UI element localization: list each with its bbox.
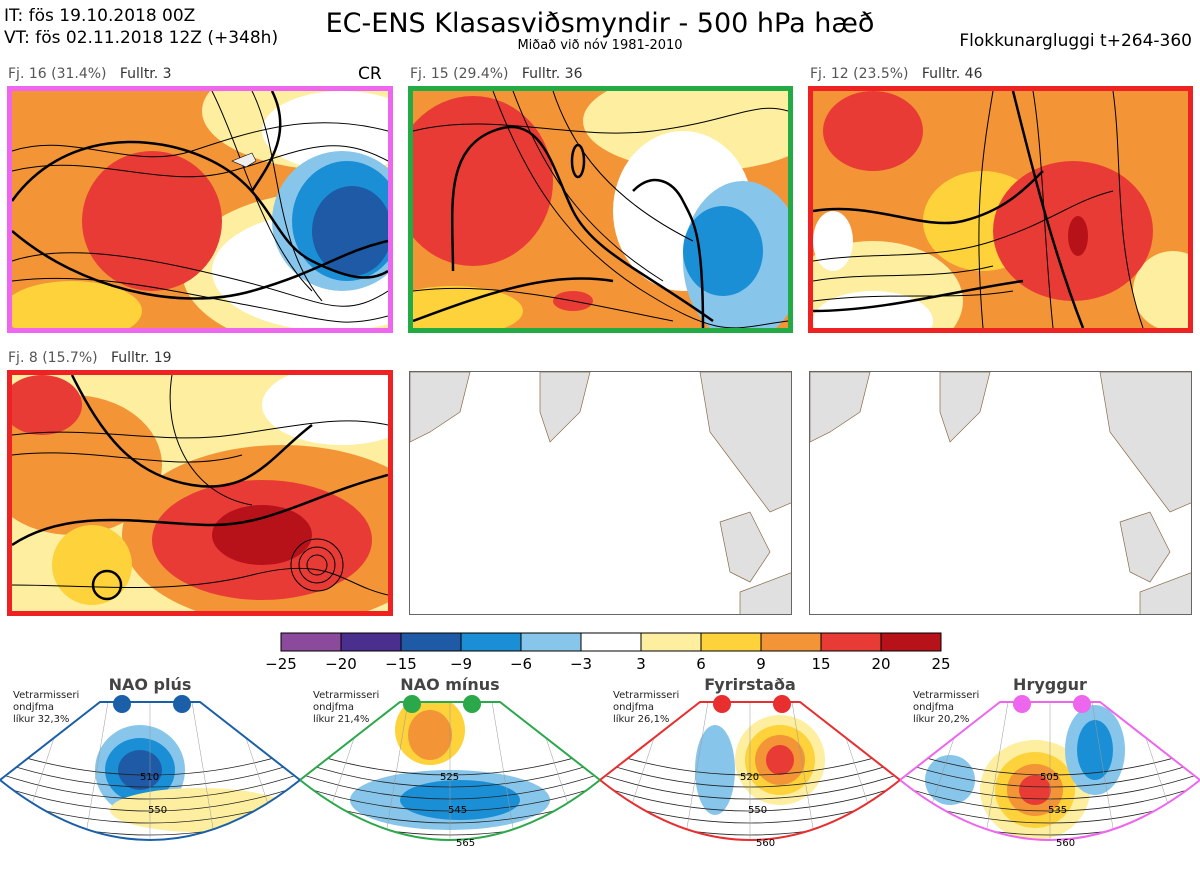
valid-time: VT: fös 02.11.2018 12Z (+348h) bbox=[4, 28, 279, 48]
contour-label: 535 bbox=[1048, 805, 1067, 816]
colorbar-swatch bbox=[520, 632, 582, 652]
regime-marker bbox=[173, 695, 191, 713]
colorbar-swatch bbox=[280, 632, 342, 652]
regime-note: Vetrarmisseri ondjfma líkur 20,2% bbox=[913, 690, 980, 725]
regime-marker bbox=[1013, 695, 1031, 713]
cluster-map-2 bbox=[408, 86, 793, 333]
colorbar-tick-label: −25 bbox=[265, 655, 297, 673]
regime-marker bbox=[403, 695, 421, 713]
contour-label: 545 bbox=[448, 805, 467, 816]
regime-marker bbox=[773, 695, 791, 713]
regime-name: NAO mínus bbox=[400, 675, 500, 694]
cluster-map-2-graphic bbox=[413, 91, 788, 328]
colorbar-swatch bbox=[460, 632, 522, 652]
panel-4-title: Fj. 8 (15.7%) Fulltr. 19 bbox=[8, 350, 172, 366]
colorbar-swatch bbox=[820, 632, 882, 652]
contour-label: 560 bbox=[756, 838, 775, 849]
panel-1-label: Fj. 16 (31.4%) bbox=[8, 66, 107, 82]
cluster-map-3-graphic bbox=[813, 91, 1188, 328]
colorbar-swatch bbox=[400, 632, 462, 652]
empty-map-1 bbox=[409, 371, 792, 615]
panel-2-title: Fj. 15 (29.4%) Fulltr. 36 bbox=[410, 66, 583, 82]
contour-label: 525 bbox=[440, 772, 459, 783]
colorbar-tick-label: −3 bbox=[569, 655, 593, 673]
colorbar-swatch bbox=[640, 632, 702, 652]
panel-4-label: Fj. 8 (15.7%) bbox=[8, 350, 98, 366]
regime-diagram: 510 550 bbox=[0, 695, 300, 841]
panel-3-members: Fulltr. 46 bbox=[921, 66, 983, 82]
panel-3-title: Fj. 12 (23.5%) Fulltr. 46 bbox=[810, 66, 983, 82]
contour-label: 550 bbox=[148, 805, 167, 816]
cluster-map-3 bbox=[808, 86, 1193, 333]
colorbar-tick-label: −15 bbox=[385, 655, 417, 673]
cluster-map-1 bbox=[7, 86, 393, 333]
contour-label: 560 bbox=[1056, 838, 1075, 849]
colorbar-swatch bbox=[880, 632, 942, 652]
colorbar-tick-label: 3 bbox=[636, 655, 646, 673]
panel-1-members: Fulltr. 3 bbox=[119, 66, 172, 82]
regime-note: Vetrarmisseri ondjfma líkur 32,3% bbox=[13, 690, 80, 725]
colorbar-swatch bbox=[580, 632, 642, 652]
colorbar-swatch bbox=[340, 632, 402, 652]
colorbar-tick-label: −20 bbox=[325, 655, 357, 673]
empty-map-2-graphic bbox=[810, 372, 1191, 614]
contour-label: 550 bbox=[748, 805, 767, 816]
colorbar-tick-label: −6 bbox=[509, 655, 533, 673]
colorbar-tick-label: 9 bbox=[756, 655, 766, 673]
page-title: EC-ENS Klasasviðsmyndir - 500 hPa hæð bbox=[325, 8, 875, 39]
regime-note: Vetrarmisseri ondjfma líkur 26,1% bbox=[613, 690, 680, 725]
cluster-map-4 bbox=[7, 370, 393, 616]
regime-name: Hryggur bbox=[1013, 675, 1087, 694]
empty-map-1-graphic bbox=[410, 372, 791, 614]
header-info: IT: fös 19.10.2018 00Z VT: fös 02.11.201… bbox=[4, 5, 278, 49]
contour-label: 505 bbox=[1040, 772, 1059, 783]
colorbar-tick-label: 15 bbox=[811, 655, 831, 673]
contour-label: 565 bbox=[456, 838, 475, 849]
colorbar-swatch bbox=[700, 632, 762, 652]
window-label: Flokkunargluggi t+264-360 bbox=[959, 31, 1192, 51]
regime-diagram: 525 545 565 bbox=[300, 695, 600, 849]
contour-label: 520 bbox=[740, 772, 759, 783]
colorbar-tick-label: 6 bbox=[696, 655, 706, 673]
init-time: IT: fös 19.10.2018 00Z bbox=[4, 6, 196, 26]
cluster-map-1-graphic bbox=[12, 91, 388, 328]
regime-marker bbox=[1073, 695, 1091, 713]
regime-name: NAO plús bbox=[108, 675, 192, 694]
panel-1-title: Fj. 16 (31.4%) Fulltr. 3 bbox=[8, 66, 172, 82]
panel-1-cr: CR bbox=[358, 64, 382, 84]
regime-marker bbox=[113, 695, 131, 713]
colorbar-tick-label: 25 bbox=[931, 655, 951, 673]
panel-4-members: Fulltr. 19 bbox=[110, 350, 172, 366]
regime-diagram: 520 550 560 bbox=[600, 695, 900, 849]
panel-2-members: Fulltr. 36 bbox=[521, 66, 583, 82]
empty-map-2 bbox=[809, 371, 1192, 615]
colorbar bbox=[280, 632, 942, 652]
panel-2-label: Fj. 15 (29.4%) bbox=[410, 66, 509, 82]
regime-diagram: 505 535 560 bbox=[900, 695, 1200, 849]
colorbar-tick-label: −9 bbox=[449, 655, 473, 673]
regime-marker bbox=[713, 695, 731, 713]
page-subtitle: Miðað við nóv 1981-2010 bbox=[517, 38, 683, 53]
colorbar-tick-label: 20 bbox=[871, 655, 891, 673]
regime-note: Vetrarmisseri ondjfma líkur 21,4% bbox=[313, 690, 380, 725]
regime-marker bbox=[463, 695, 481, 713]
contour-label: 510 bbox=[140, 772, 159, 783]
regime-name: Fyrirstaða bbox=[704, 675, 796, 694]
panel-3-label: Fj. 12 (23.5%) bbox=[810, 66, 909, 82]
colorbar-swatch bbox=[760, 632, 822, 652]
cluster-map-4-graphic bbox=[12, 375, 388, 611]
